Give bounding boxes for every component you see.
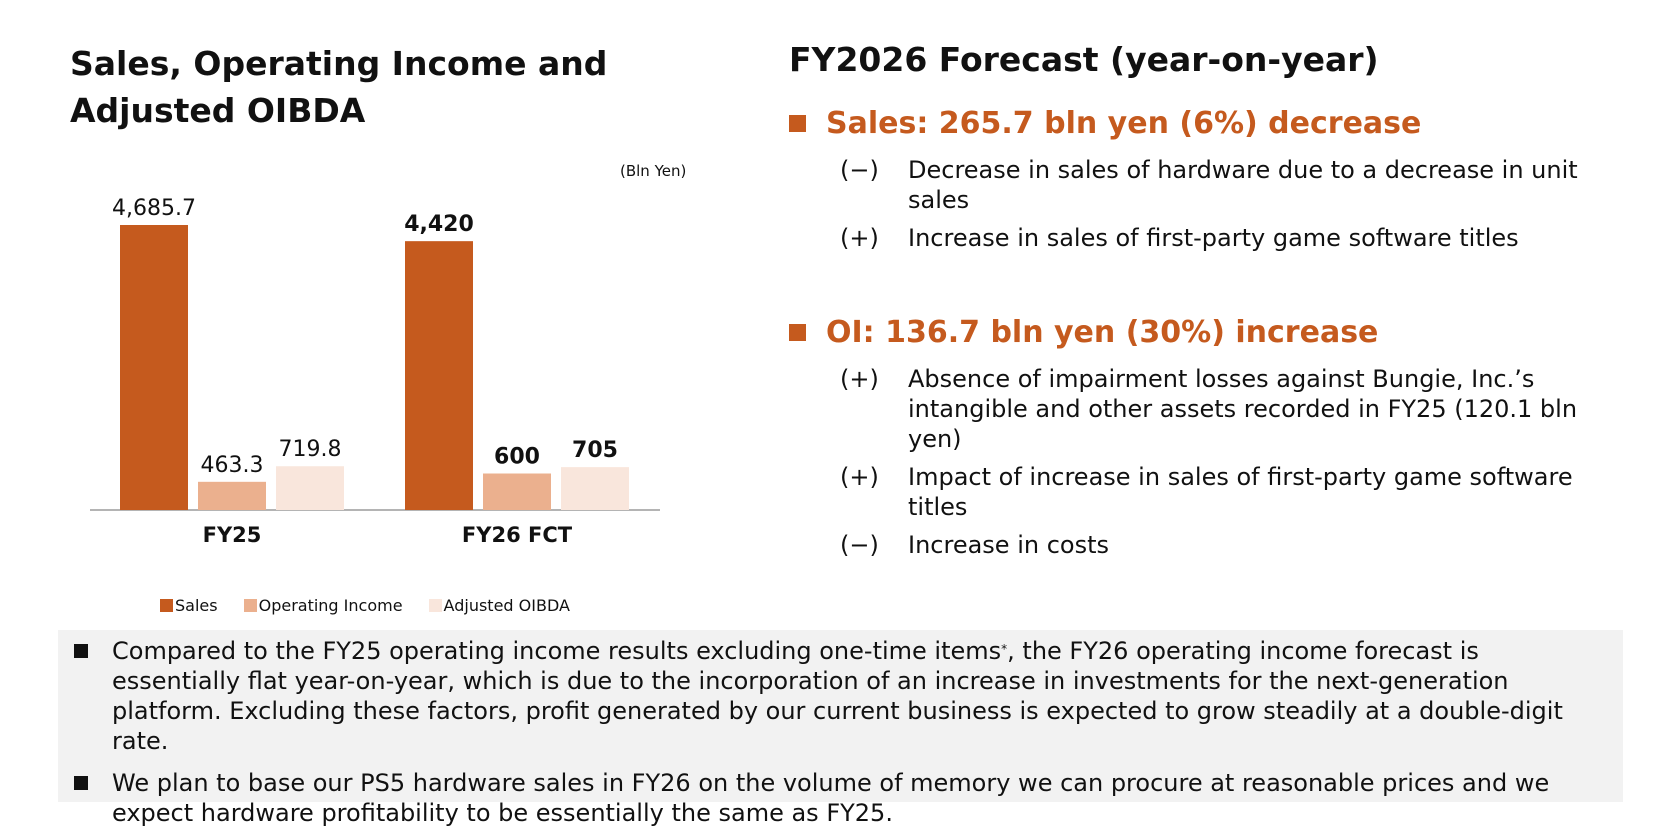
oi-item: (+) Absence of impairment losses against…: [789, 364, 1598, 454]
chart-title: Sales, Operating Income and Adjusted OIB…: [70, 44, 608, 130]
category-label: FY26 FCT: [462, 523, 573, 547]
item-text: Absence of impairment losses against Bun…: [908, 365, 1578, 453]
item-text: Increase in sales of first-party game so…: [908, 224, 1519, 252]
legend-label-operating-income: Operating Income: [258, 596, 403, 615]
sign-plus: (+): [840, 224, 879, 252]
sales-item: (−) Decrease in sales of hardware due to…: [789, 155, 1598, 215]
sales-section: Sales: 265.7 bln yen (6%) decrease (−) D…: [789, 106, 1598, 253]
sign-plus: (+): [840, 365, 879, 393]
category-label: FY25: [203, 523, 262, 547]
item-text: Impact of increase in sales of first-par…: [908, 463, 1573, 521]
square-bullet-icon: [74, 776, 88, 790]
bar-operating-income: [198, 481, 266, 510]
bar-adjusted-oibda: [276, 466, 344, 510]
oi-heading: OI: 136.7 bln yen (30%) increase: [789, 315, 1598, 350]
oi-heading-text: OI: 136.7 bln yen (30%) increase: [826, 315, 1379, 350]
legend-item-operating-income: Operating Income: [243, 596, 403, 615]
legend-item-sales: Sales: [160, 596, 218, 615]
legend-swatch-sales: [160, 599, 173, 612]
chart-legend: Sales Operating Income Adjusted OIBDA: [160, 596, 596, 615]
bar-sales: [405, 241, 473, 510]
sign-minus: (−): [840, 531, 879, 559]
legend-swatch-adjusted-oibda: [428, 599, 442, 612]
unit-label: (Bln Yen): [620, 162, 687, 180]
footnote-marker: *: [1001, 642, 1008, 656]
summary-item: We plan to base our PS5 hardware sales i…: [58, 768, 1623, 828]
oi-item: (−) Increase in costs: [789, 530, 1598, 560]
summary-box: Compared to the FY25 operating income re…: [58, 630, 1623, 827]
sales-heading-text: Sales: 265.7 bln yen (6%) decrease: [826, 106, 1422, 141]
data-label: 719.8: [279, 437, 342, 462]
data-label: 4,420: [404, 212, 474, 237]
legend-item-adjusted-oibda: Adjusted OIBDA: [428, 596, 570, 615]
legend-label-sales: Sales: [175, 596, 218, 615]
square-bullet-icon: [74, 644, 88, 658]
summary-item: Compared to the FY25 operating income re…: [58, 636, 1623, 756]
data-label: 600: [494, 445, 540, 470]
legend-swatch-operating-income: [243, 599, 257, 612]
bar-sales: [120, 225, 188, 510]
bar-chart: 4,685.7 463.3 719.8 FY25 4,420 600 705 FY26 FCT: [90, 196, 660, 547]
summary-text-part: , the FY26 operating income forecast is …: [112, 637, 1563, 755]
summary-text: We plan to base our PS5 hardware sales i…: [112, 769, 1550, 827]
data-label: 705: [572, 438, 618, 463]
item-text: Increase in costs: [908, 531, 1109, 559]
item-text: Decrease in sales of hardware due to a d…: [908, 156, 1578, 214]
square-bullet-icon: [789, 324, 806, 341]
sign-plus: (+): [840, 463, 879, 491]
oi-section: OI: 136.7 bln yen (30%) increase (+) Abs…: [789, 315, 1598, 560]
square-bullet-icon: [789, 115, 806, 132]
bar-operating-income: [483, 473, 551, 510]
forecast-title: FY2026 Forecast (year-on-year): [789, 40, 1379, 79]
summary-text-part: Compared to the FY25 operating income re…: [112, 637, 1002, 665]
sign-minus: (−): [840, 156, 879, 184]
oi-item: (+) Impact of increase in sales of first…: [789, 462, 1598, 522]
sales-item: (+) Increase in sales of first-party gam…: [789, 223, 1598, 253]
sales-heading: Sales: 265.7 bln yen (6%) decrease: [789, 106, 1598, 141]
data-label: 463.3: [201, 453, 264, 478]
bar-adjusted-oibda: [561, 467, 629, 510]
data-label: 4,685.7: [112, 196, 196, 221]
summary-text: Compared to the FY25 operating income re…: [112, 636, 1612, 756]
legend-label-adjusted-oibda: Adjusted OIBDA: [443, 596, 570, 615]
